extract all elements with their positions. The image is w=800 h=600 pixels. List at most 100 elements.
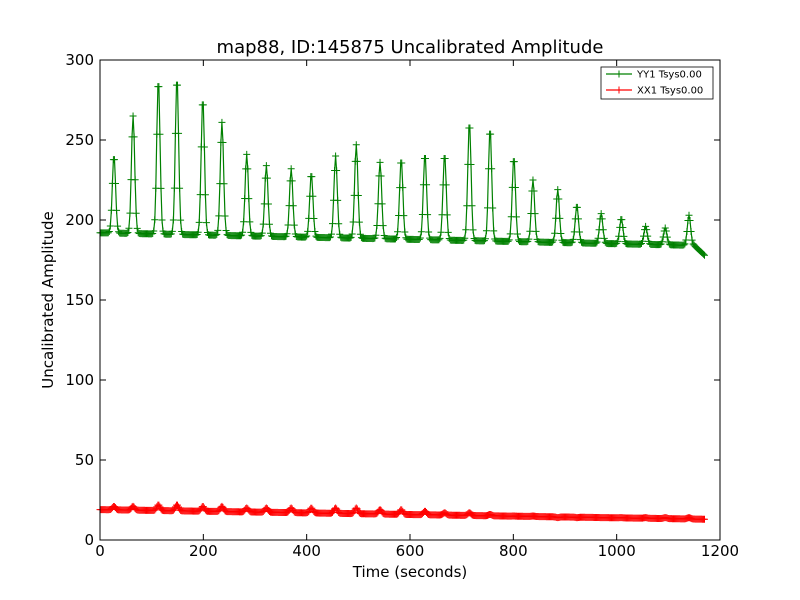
data-point-marker — [335, 220, 343, 228]
data-point-marker — [400, 212, 408, 220]
legend-label: YY1 Tsys0.00 — [636, 70, 702, 81]
x-tick-label: 200 — [189, 542, 218, 560]
legend-marker — [615, 70, 623, 78]
data-point-marker — [105, 228, 113, 236]
data-point-marker — [599, 226, 607, 234]
data-point-marker — [614, 237, 622, 245]
y-tick-label: 200 — [65, 211, 94, 229]
legend-box — [600, 66, 714, 100]
plot-area: 0 200 400 600 800 1000 1200 0 50 100 150 200 250 300 — [65, 51, 739, 560]
data-point-marker — [619, 223, 627, 231]
data-point-marker — [557, 229, 565, 237]
data-point-marker — [303, 232, 311, 240]
data-point-marker — [592, 239, 600, 247]
data-point-marker — [356, 230, 364, 238]
data-point-marker — [620, 232, 628, 240]
data-point-marker — [177, 216, 185, 224]
data-point-marker — [125, 224, 133, 232]
data-point-marker — [155, 83, 163, 91]
data-point-marker — [352, 141, 360, 149]
data-point-marker — [461, 234, 469, 242]
data-point-marker — [378, 200, 386, 208]
data-point-marker — [194, 228, 202, 236]
data-point-marker — [213, 230, 221, 238]
data-point-marker — [442, 181, 450, 189]
data-point-marker — [214, 226, 222, 234]
data-point-marker — [346, 234, 354, 242]
data-point-marker — [687, 228, 695, 236]
data-point-marker — [309, 192, 317, 200]
data-point-marker — [639, 237, 646, 245]
data-point-marker — [354, 191, 362, 199]
data-point-marker — [326, 233, 334, 241]
x-tick-label: 800 — [499, 542, 528, 560]
data-point-marker — [555, 195, 563, 203]
series-layer — [96, 81, 708, 523]
data-point-marker — [129, 112, 137, 120]
data-point-marker — [222, 227, 230, 235]
data-point-marker — [327, 230, 335, 238]
data-point-marker — [131, 176, 139, 184]
data-point-marker — [155, 501, 163, 509]
data-point-marker — [264, 200, 272, 208]
x-tick-label: 0 — [95, 542, 105, 560]
data-point-marker — [487, 130, 495, 138]
data-point-marker — [701, 251, 708, 259]
data-point-marker — [488, 165, 496, 173]
data-point-marker — [529, 176, 537, 184]
data-point-marker — [435, 236, 443, 244]
data-point-marker — [244, 165, 252, 173]
data-point-marker — [130, 133, 138, 141]
data-point-marker — [686, 217, 694, 225]
legend-entries: YY1 Tsys0.00 XX1 Tsys0.00 — [606, 70, 703, 97]
data-point-marker — [394, 228, 402, 236]
data-point-marker — [598, 215, 606, 223]
data-point-marker — [399, 184, 407, 192]
data-point-marker — [265, 220, 273, 228]
legend: YY1 Tsys0.00 XX1 Tsys0.00 — [600, 66, 714, 100]
data-point-marker — [240, 218, 248, 226]
data-point-marker — [329, 220, 336, 228]
data-point-marker — [401, 228, 409, 236]
data-point-marker — [441, 154, 449, 162]
data-point-marker — [262, 162, 270, 170]
data-point-marker — [644, 232, 652, 240]
data-point-marker — [443, 211, 451, 219]
legend-marker — [615, 86, 623, 94]
data-point-marker — [658, 238, 666, 246]
data-point-marker — [685, 211, 693, 219]
data-point-marker — [243, 150, 251, 158]
y-tick-label: 150 — [65, 291, 94, 309]
data-point-marker — [112, 179, 119, 187]
legend-entry: XX1 Tsys0.00 — [606, 86, 703, 97]
x-tick-label: 400 — [292, 542, 321, 560]
data-point-marker — [176, 184, 184, 192]
data-point-marker — [349, 509, 357, 517]
data-point-marker — [417, 228, 425, 236]
data-point-marker — [462, 226, 470, 234]
data-point-marker — [489, 204, 497, 212]
data-point-marker — [398, 159, 406, 167]
data-point-marker — [288, 177, 296, 185]
data-point-marker — [347, 233, 355, 241]
data-point-marker — [218, 118, 226, 126]
legend-entry: YY1 Tsys0.00 — [606, 70, 702, 81]
data-point-marker — [573, 203, 581, 211]
data-point-marker — [466, 124, 474, 132]
data-point-marker — [511, 183, 519, 191]
x-tick-label: 1000 — [598, 542, 636, 560]
data-point-marker — [393, 234, 401, 242]
data-point-marker — [490, 227, 498, 235]
data-point-marker — [661, 224, 669, 232]
data-point-marker — [283, 230, 291, 238]
data-point-marker — [373, 222, 381, 230]
data-point-marker — [175, 129, 183, 137]
data-point-marker — [480, 237, 488, 245]
data-point-marker — [124, 229, 132, 237]
data-point-marker — [302, 233, 310, 241]
data-point-marker — [333, 167, 341, 175]
y-tick-label: 300 — [65, 51, 94, 69]
data-point-marker — [348, 230, 356, 238]
data-point-marker — [201, 191, 209, 199]
data-point-marker — [681, 240, 689, 248]
